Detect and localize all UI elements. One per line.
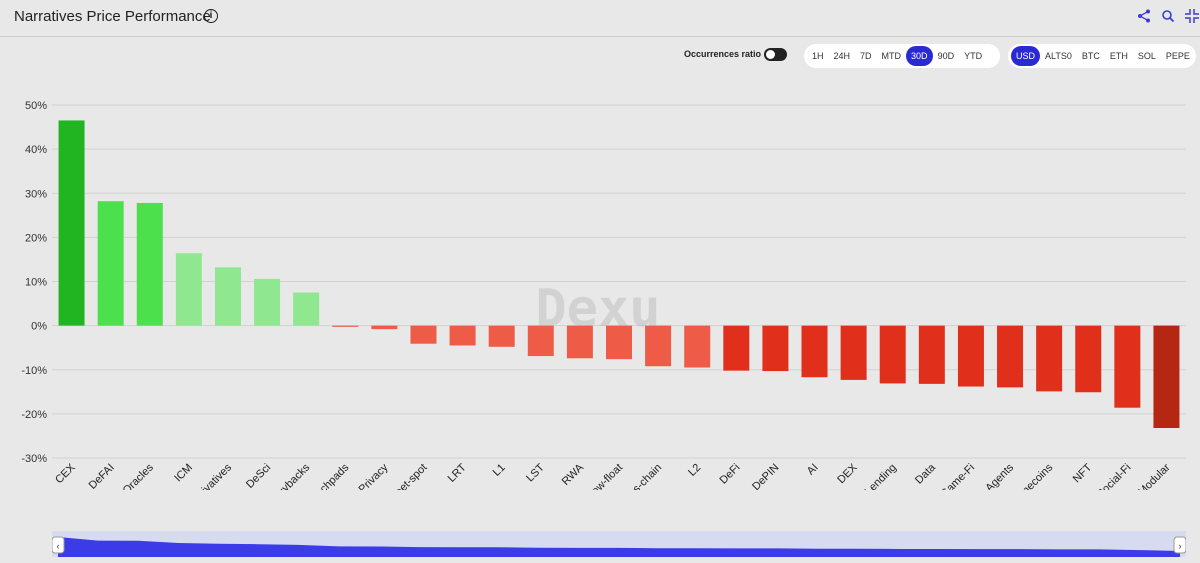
bar-buybacks bbox=[293, 292, 320, 326]
bar-rwa bbox=[566, 325, 593, 359]
bar-social-fi bbox=[1114, 325, 1141, 408]
base-button-sol[interactable]: SOL bbox=[1137, 51, 1156, 61]
x-tick-label: Privacy bbox=[357, 461, 391, 490]
x-tick-label: Game-Fi bbox=[938, 462, 977, 490]
x-tick-label: Buybacks bbox=[270, 461, 313, 490]
x-tick-label: DeFAI bbox=[87, 462, 117, 490]
timeframe-button-7d[interactable]: 7D bbox=[860, 51, 872, 61]
bar-game-fi bbox=[957, 325, 984, 387]
x-tick-label: Oracles bbox=[121, 461, 157, 490]
x-tick-label: LRT bbox=[446, 461, 469, 484]
y-tick-label: 20% bbox=[25, 232, 47, 244]
base-currency-selector: USD ALTS0 BTC ETH SOL PEPE bbox=[1008, 44, 1196, 68]
chevron-left-icon: ‹ bbox=[57, 541, 60, 551]
x-tick-label: DeSci bbox=[244, 462, 273, 490]
timeframe-button-30d[interactable]: 30D bbox=[906, 46, 933, 66]
bar-lending bbox=[879, 325, 906, 384]
chevron-right-icon: › bbox=[1179, 541, 1182, 551]
timeframe-button-90d[interactable]: 90D bbox=[937, 51, 955, 61]
bar-dex bbox=[840, 325, 867, 380]
toggle-knob bbox=[766, 50, 775, 59]
x-tick-label: ICM bbox=[172, 462, 195, 485]
y-tick-label: 0% bbox=[31, 321, 47, 333]
bar-icm bbox=[175, 253, 202, 326]
x-tick-label: Derivatives bbox=[187, 461, 234, 490]
base-button-alts0[interactable]: ALTS0 bbox=[1045, 51, 1072, 61]
bar-memecoins bbox=[1036, 325, 1063, 392]
x-tick-label: NFT bbox=[1071, 461, 1095, 485]
y-tick-label: -20% bbox=[21, 409, 47, 421]
bar-modular bbox=[1153, 325, 1180, 428]
bar-low-float bbox=[606, 325, 632, 360]
y-tick-label: 30% bbox=[25, 188, 47, 200]
bar-derivatives bbox=[214, 267, 241, 326]
base-button-usd[interactable]: USD bbox=[1011, 46, 1041, 66]
x-tick-label: L1 bbox=[491, 462, 508, 479]
base-button-eth[interactable]: ETH bbox=[1109, 51, 1128, 61]
occurrences-ratio-toggle[interactable] bbox=[764, 48, 787, 61]
y-tick-label: -10% bbox=[21, 365, 47, 377]
x-tick-label: Social-Fi bbox=[1095, 462, 1134, 490]
navigator-series-area[interactable] bbox=[58, 537, 1180, 557]
x-tick-label: Memecoins bbox=[1007, 461, 1056, 490]
bar-defai bbox=[97, 201, 124, 326]
navigator-left-handle[interactable] bbox=[52, 536, 65, 554]
search-icon[interactable] bbox=[1160, 8, 1176, 24]
x-tick-label: Low-float bbox=[585, 462, 625, 490]
x-tick-label: DEX bbox=[835, 461, 860, 486]
x-tick-label: Lending bbox=[863, 462, 899, 490]
bar-l1 bbox=[488, 325, 515, 347]
timeframe-button-ytd[interactable]: YTD bbox=[964, 51, 983, 61]
bar-l2 bbox=[684, 325, 711, 368]
occurrences-ratio-label: Occurrences ratio bbox=[684, 49, 762, 59]
watermark-text: Dexu bbox=[535, 279, 660, 339]
bar-sweet-spot bbox=[410, 325, 437, 344]
x-tick-label: DeFi bbox=[718, 462, 743, 487]
x-tick-label: AI bbox=[805, 462, 821, 478]
timeframe-button-mtd[interactable]: MTD bbox=[881, 51, 902, 61]
x-tick-label: RWA bbox=[560, 461, 587, 488]
bar-ai-agents bbox=[997, 325, 1024, 388]
x-tick-label: Data bbox=[913, 461, 939, 487]
share-icon[interactable] bbox=[1136, 8, 1152, 24]
bar-desci bbox=[254, 278, 281, 326]
x-tick-label: DePIN bbox=[750, 462, 781, 490]
chart-header: Narratives Price Performance i bbox=[0, 0, 1200, 37]
x-tick-label: AI-Agents bbox=[974, 461, 1017, 490]
bar-oracles bbox=[136, 202, 163, 326]
bar-depin bbox=[762, 325, 789, 372]
y-tick-label: 10% bbox=[25, 277, 47, 289]
timeframe-selector: 1H 24H 7D MTD 30D 90D YTD bbox=[804, 44, 1000, 68]
y-tick-label: 40% bbox=[25, 144, 47, 156]
bar-lrt bbox=[449, 325, 476, 346]
base-button-pepe[interactable]: PEPE bbox=[1165, 51, 1190, 61]
x-tick-label: Sweet-spot bbox=[382, 462, 429, 490]
bar-cex bbox=[58, 120, 85, 326]
bar-chart: 50% 40% 30% 20% 10% 0% -10% -20% -30% Dexu CEX DeFA… bbox=[21, 100, 1186, 490]
y-tick-label: -30% bbox=[21, 453, 47, 465]
x-tick-label: Cross-chain bbox=[614, 462, 664, 490]
bar-privacy bbox=[371, 325, 398, 330]
x-tick-label: L2 bbox=[686, 462, 703, 479]
timeframe-button-1h[interactable]: 1H bbox=[812, 51, 824, 61]
bar-data bbox=[918, 325, 945, 384]
info-icon[interactable]: i bbox=[204, 9, 218, 23]
x-tick-label: Launchpads bbox=[301, 461, 352, 490]
y-tick-label: 50% bbox=[25, 100, 47, 112]
bar-launchpads bbox=[332, 325, 359, 327]
page-title: Narratives Price Performance bbox=[14, 8, 211, 25]
x-tick-label: Modular bbox=[1136, 461, 1173, 490]
bar-lst bbox=[527, 325, 554, 357]
x-tick-label: LST bbox=[524, 461, 547, 484]
bar-defi bbox=[723, 325, 750, 371]
bar-ai bbox=[801, 325, 828, 378]
range-navigator[interactable]: ‹ › bbox=[52, 531, 1186, 557]
bar-cross-chain bbox=[645, 325, 672, 367]
timeframe-button-24h[interactable]: 24H bbox=[833, 51, 851, 61]
bar-nft bbox=[1075, 325, 1102, 393]
navigator-right-handle[interactable] bbox=[1173, 536, 1186, 554]
base-button-btc[interactable]: BTC bbox=[1081, 51, 1100, 61]
collapse-icon[interactable] bbox=[1184, 8, 1200, 24]
x-tick-label: CEX bbox=[53, 461, 78, 486]
